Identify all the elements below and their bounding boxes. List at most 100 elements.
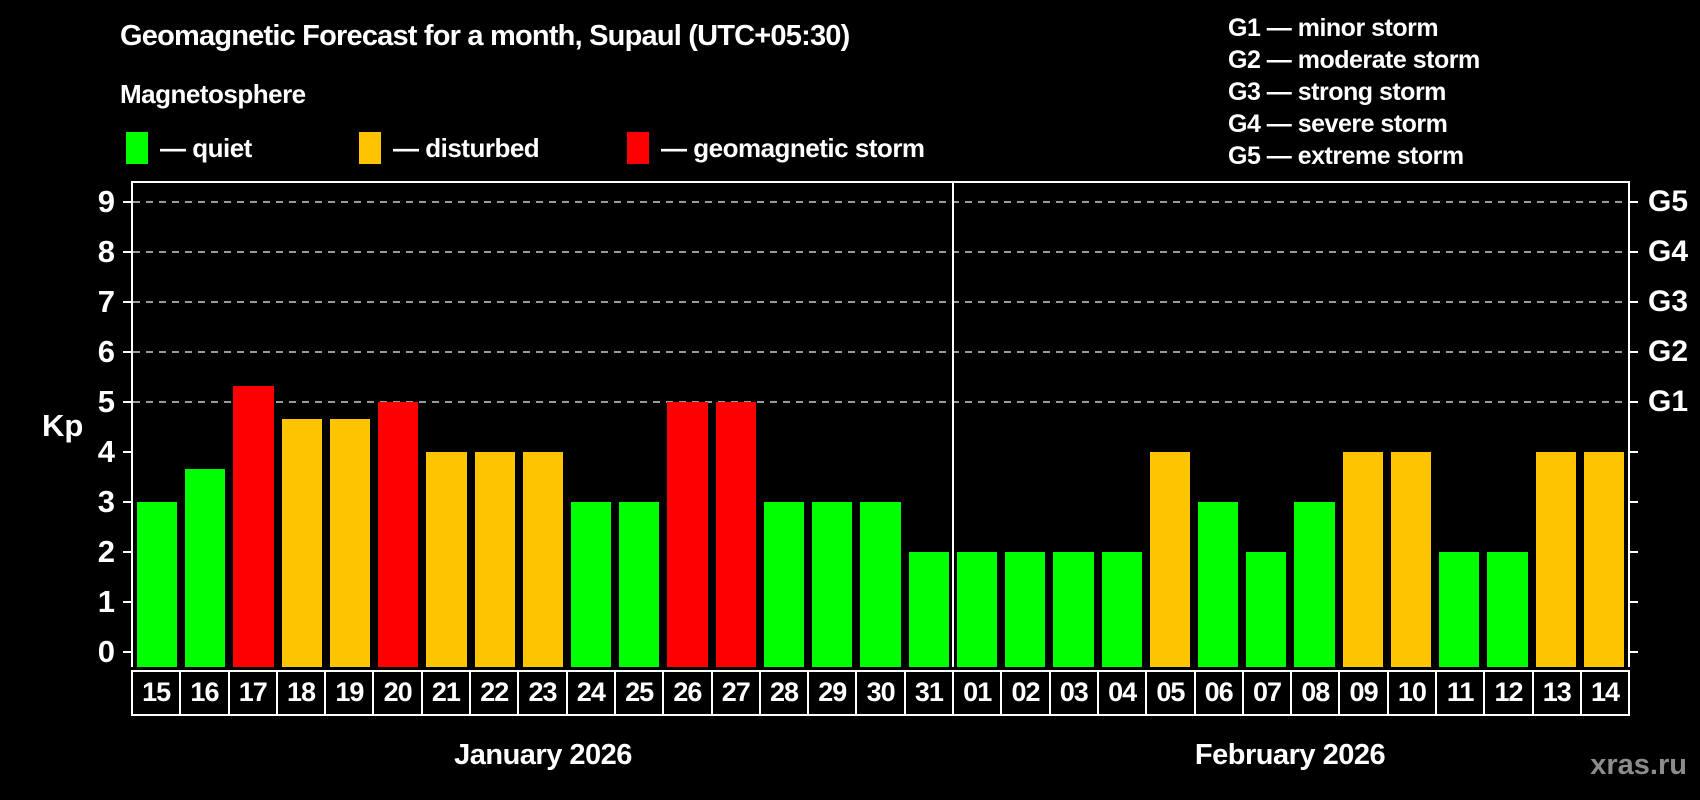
- right-tick-9: [1630, 201, 1638, 203]
- day-label-09: 09: [1340, 672, 1389, 714]
- day-label-23: 23: [519, 672, 568, 714]
- right-tick-8: [1630, 251, 1638, 253]
- g-axis-label-g5: G5: [1648, 185, 1689, 218]
- right-tick-6: [1630, 351, 1638, 353]
- day-label-31: 31: [906, 672, 955, 714]
- left-tick-2: [123, 551, 131, 553]
- kp-bar-13: [1535, 452, 1576, 667]
- left-tick-8: [123, 251, 131, 253]
- day-axis-row: 15 16 17 18 19 20 21 22 23 24 25 26 27 28 29 30 31 01 02 03…: [131, 670, 1630, 716]
- right-tick-3: [1630, 501, 1638, 503]
- left-tick-5: [123, 401, 131, 403]
- legend-item-storm: — geomagnetic storm: [627, 131, 925, 165]
- kp-bar-17: [233, 385, 274, 667]
- kp-bar-18: [281, 418, 322, 667]
- day-label-04: 04: [1099, 672, 1148, 714]
- g3-legend-line: G3 — strong storm: [1228, 78, 1446, 106]
- kp-bar-21: [426, 452, 467, 667]
- kp-bar-11: [1439, 552, 1480, 667]
- left-tick-6: [123, 351, 131, 353]
- day-label-03: 03: [1051, 672, 1099, 714]
- day-label-12: 12: [1485, 672, 1534, 714]
- gridline-kp7: [133, 301, 1628, 303]
- g-axis-label-g3: G3: [1648, 285, 1689, 318]
- y-axis-label-7: 7: [97, 284, 115, 319]
- y-axis-label-8: 8: [97, 234, 115, 269]
- day-label-26: 26: [664, 672, 713, 714]
- left-tick-4: [123, 451, 131, 453]
- kp-bar-12: [1487, 552, 1528, 667]
- day-label-06: 06: [1196, 672, 1244, 714]
- left-tick-9: [123, 201, 131, 203]
- gridline-kp8: [133, 251, 1628, 253]
- gridline-kp5: [133, 401, 1628, 403]
- kp-bar-06: [1197, 502, 1239, 667]
- day-label-19: 19: [326, 672, 375, 714]
- left-tick-1: [123, 601, 131, 603]
- day-label-14: 14: [1591, 677, 1620, 707]
- kp-bar-02: [1005, 552, 1046, 667]
- day-label-11: 11: [1437, 672, 1486, 714]
- day-label-27: 27: [713, 672, 761, 714]
- kp-bar-08: [1294, 502, 1335, 667]
- kp-bar-27: [715, 402, 756, 667]
- watermark: xras.ru: [1590, 749, 1687, 781]
- left-tick-0: [123, 651, 131, 653]
- day-label-16: 16: [181, 672, 230, 714]
- day-label-22: 22: [471, 672, 520, 714]
- y-axis-label-5: 5: [97, 384, 115, 419]
- storm-swatch-icon: [627, 132, 649, 164]
- y-axis-label-6: 6: [97, 334, 115, 369]
- right-tick-5: [1630, 401, 1638, 403]
- kp-bar-01: [956, 552, 998, 667]
- day-label-24: 24: [568, 672, 616, 714]
- g2-legend-line: G2 — moderate storm: [1228, 46, 1480, 74]
- kp-bar-16: [185, 468, 226, 667]
- g4-legend-line: G4 — severe storm: [1228, 110, 1448, 138]
- y-axis-label-2: 2: [97, 534, 115, 569]
- g-axis-label-g1: G1: [1648, 385, 1689, 418]
- kp-bar-22: [474, 452, 515, 667]
- g-axis-label-g4: G4: [1648, 235, 1689, 268]
- kp-bar-05: [1149, 452, 1190, 667]
- month-divider: [952, 183, 954, 667]
- y-axis-label-0: 0: [97, 634, 115, 669]
- kp-bar-07: [1246, 552, 1287, 667]
- g-scale-legend: G1 — minor storm G2 — moderate storm G3 …: [1228, 12, 1480, 172]
- y-axis-label-3: 3: [97, 484, 115, 519]
- day-label-21: 21: [423, 672, 472, 714]
- right-tick-2: [1630, 551, 1638, 553]
- day-label-02: 02: [1002, 672, 1051, 714]
- right-tick-7: [1630, 301, 1638, 303]
- quiet-swatch-icon: [126, 132, 148, 164]
- kp-bar-28: [763, 502, 805, 667]
- kp-bar-29: [812, 502, 853, 667]
- magnetosphere-label: Magnetosphere: [120, 79, 306, 109]
- kp-bar-25: [619, 502, 660, 667]
- legend-label-quiet: — quiet: [160, 132, 252, 163]
- day-label-07: 07: [1244, 672, 1293, 714]
- kp-bar-19: [329, 418, 371, 667]
- left-tick-3: [123, 501, 131, 503]
- day-label-17: 17: [230, 672, 278, 714]
- month-label-january: January 2026: [454, 739, 632, 771]
- day-label-08: 08: [1292, 672, 1341, 714]
- day-label-15: 15: [133, 672, 182, 714]
- kp-bar-24: [571, 502, 612, 667]
- right-tick-0: [1630, 651, 1638, 653]
- y-axis-label-1: 1: [97, 584, 115, 619]
- day-label-25: 25: [616, 672, 665, 714]
- right-tick-1: [1630, 601, 1638, 603]
- day-label-18: 18: [278, 672, 327, 714]
- kp-bar-14: [1583, 452, 1624, 667]
- gridline-kp6: [133, 351, 1628, 353]
- kp-bar-26: [667, 402, 708, 667]
- legend-label-disturbed: — disturbed: [393, 132, 540, 163]
- kp-bar-04: [1101, 552, 1142, 667]
- day-label-10: 10: [1389, 672, 1438, 714]
- y-axis-label-9: 9: [97, 184, 115, 219]
- kp-bar-20: [378, 402, 419, 667]
- kp-bar-31: [908, 552, 949, 667]
- day-label-29: 29: [809, 672, 858, 714]
- day-label-28: 28: [761, 672, 810, 714]
